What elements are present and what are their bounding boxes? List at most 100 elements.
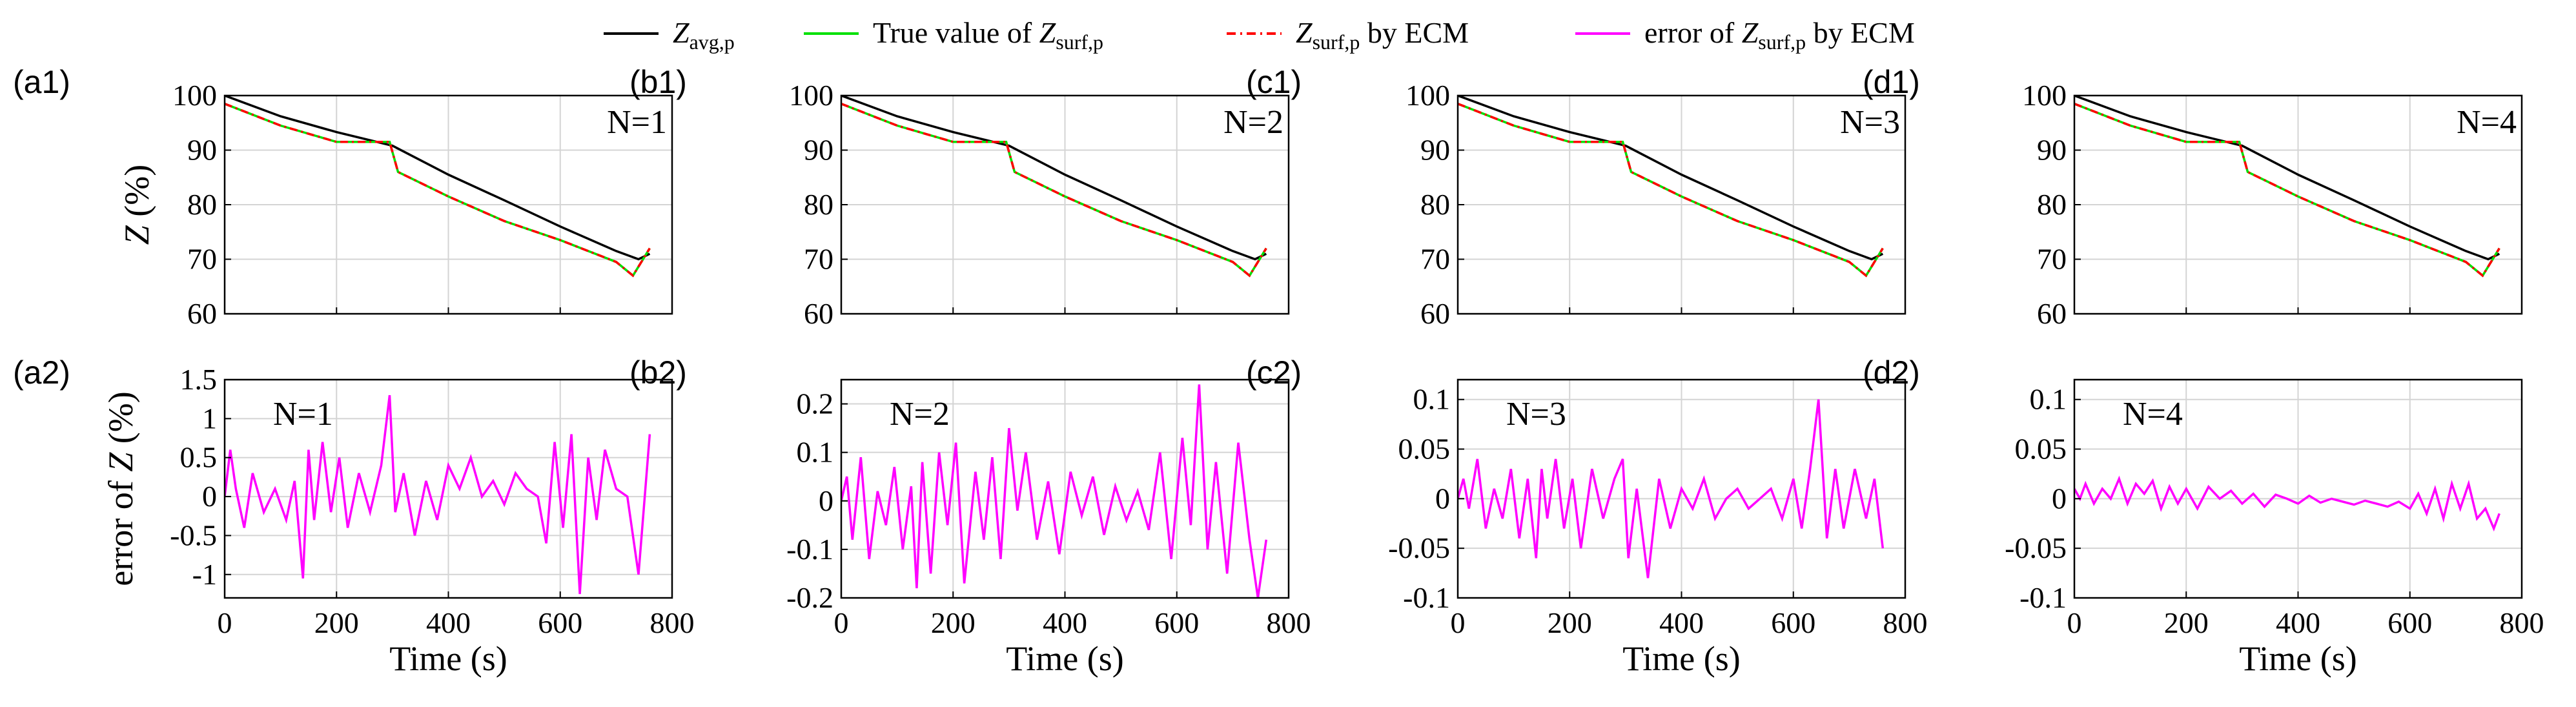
y-tick-label: 100 [2022,79,2067,112]
x-tick-label: 800 [2500,606,2544,639]
ecm-line [1458,103,1884,278]
legend: Zavg,p True value of Zsurf,p Zsurf,p by EC… [604,16,1915,54]
panel: -0.1 -0.05 0 0.05 0.1 0 200 400 600 800 Time (s) (c… [1246,354,1928,678]
avg-line [225,96,651,261]
y-tick-label: 0.05 [1398,433,1451,466]
legend-item: error of Zsurf,p by ECM [1575,16,1915,54]
panel: -0.1 -0.05 0 0.05 0.1 0 200 400 600 800 Time (s) (d… [1863,354,2544,678]
panel-label: (c1) [1246,64,1302,100]
legend-item: Zsurf,p by ECM [1227,16,1469,54]
panel-annotation: N=4 [2457,104,2517,141]
x-tick-label: 200 [2164,606,2209,639]
ecm-line [841,103,1267,278]
panel-label: (a2) [13,354,70,391]
panel-annotation: N=2 [890,396,950,433]
y-tick-label: 80 [804,188,833,221]
y-tick-label: 0.2 [797,387,834,420]
panel: 60 70 80 90 100 (d1) N=4 [1863,64,2523,330]
x-tick-label: 0 [218,606,232,639]
y-axis-label: Z (%) [118,165,156,245]
panel-annotation: N=1 [607,104,667,141]
ecm-line [225,103,651,278]
panel-label: (b2) [629,354,687,391]
y-tick-label: 100 [172,79,217,112]
y-tick-label: 80 [187,188,217,221]
y-tick-label: 70 [2037,243,2067,276]
y-tick-label: -0.1 [786,533,833,566]
y-tick-label: 0 [1435,482,1450,515]
y-tick-label: 60 [1420,297,1450,330]
panel-label: (c2) [1246,354,1302,391]
y-tick-label: 100 [1406,79,1450,112]
x-axis-label: Time (s) [389,639,507,678]
y-tick-label: 60 [804,297,833,330]
y-tick-label: 100 [789,79,833,112]
y-tick-label: -1 [192,558,217,591]
panel: 60 70 80 90 100 (c1) N=3 [1246,64,1906,330]
error-line [225,394,651,595]
y-tick-label: 90 [2037,134,2067,167]
y-tick-label: -0.5 [170,518,217,551]
y-tick-label: 1 [202,402,217,435]
x-tick-label: 600 [1771,606,1815,639]
ecm-line [2074,103,2500,278]
panel-label: (d2) [1863,354,1920,391]
legend-label: error of Zsurf,p by ECM [1644,16,1915,54]
y-tick-label: -0.05 [2005,531,2067,564]
legend-label: Zsurf,p by ECM [1296,16,1469,54]
panel-annotation: N=3 [1840,104,1900,141]
y-tick-label: 0 [819,484,833,517]
x-tick-label: 400 [426,606,471,639]
avg-line [841,96,1267,261]
y-tick-label: -0.05 [1388,531,1450,564]
y-tick-label: 80 [1420,188,1450,221]
panel-annotation: N=2 [1223,104,1283,141]
x-tick-label: 800 [1267,606,1311,639]
panel: 60 70 80 90 100 Z (%) (a1) N=1 [13,64,673,330]
x-tick-label: 600 [1154,606,1199,639]
panel-label: (a1) [13,64,70,100]
y-tick-label: 90 [1420,134,1450,167]
panel-annotation: N=3 [1506,396,1566,433]
x-tick-label: 200 [314,606,359,639]
panel: -1 -0.5 0 0.5 1 1.5 0 200 400 600 800 Time (s) error… [13,354,695,678]
y-tick-label: 90 [804,134,833,167]
x-tick-label: 400 [2276,606,2320,639]
y-tick-label: -0.1 [2019,581,2067,614]
y-tick-label: 0.05 [2015,433,2067,466]
x-tick-label: 0 [1451,606,1466,639]
panel: 60 70 80 90 100 (b1) N=2 [629,64,1290,330]
y-tick-label: 1.5 [180,363,218,396]
y-tick-label: 60 [187,297,217,330]
y-tick-label: 0.1 [797,436,834,469]
x-tick-label: 200 [931,606,976,639]
y-tick-label: 90 [187,134,217,167]
y-tick-label: 70 [804,243,833,276]
y-axis-label: error of Z (%) [101,391,140,586]
panel: -0.2 -0.1 0 0.1 0.2 0 200 400 600 800 Time (s) (b2)… [629,354,1311,678]
x-tick-label: 0 [2067,606,2082,639]
panel-label: (d1) [1863,64,1920,100]
x-axis-label: Time (s) [2239,639,2357,678]
y-tick-label: 0.1 [2030,383,2067,416]
x-tick-label: 0 [834,606,849,639]
x-tick-label: 800 [650,606,695,639]
avg-line [1458,96,1884,261]
panel-label: (b1) [629,64,687,100]
y-tick-label: 70 [187,243,217,276]
y-tick-label: 80 [2037,188,2067,221]
y-tick-label: 0.1 [1413,383,1451,416]
error-line [2074,475,2500,532]
y-tick-label: 70 [1420,243,1450,276]
legend-item: Zavg,p [604,16,735,54]
y-tick-label: 0 [2052,482,2067,515]
legend-item: True value of Zsurf,p [804,16,1103,54]
x-tick-label: 400 [1659,606,1704,639]
x-axis-label: Time (s) [1622,639,1741,678]
x-tick-label: 400 [1043,606,1087,639]
y-tick-label: 60 [2037,297,2067,330]
legend-label: True value of Zsurf,p [873,16,1103,54]
x-tick-label: 600 [538,606,582,639]
